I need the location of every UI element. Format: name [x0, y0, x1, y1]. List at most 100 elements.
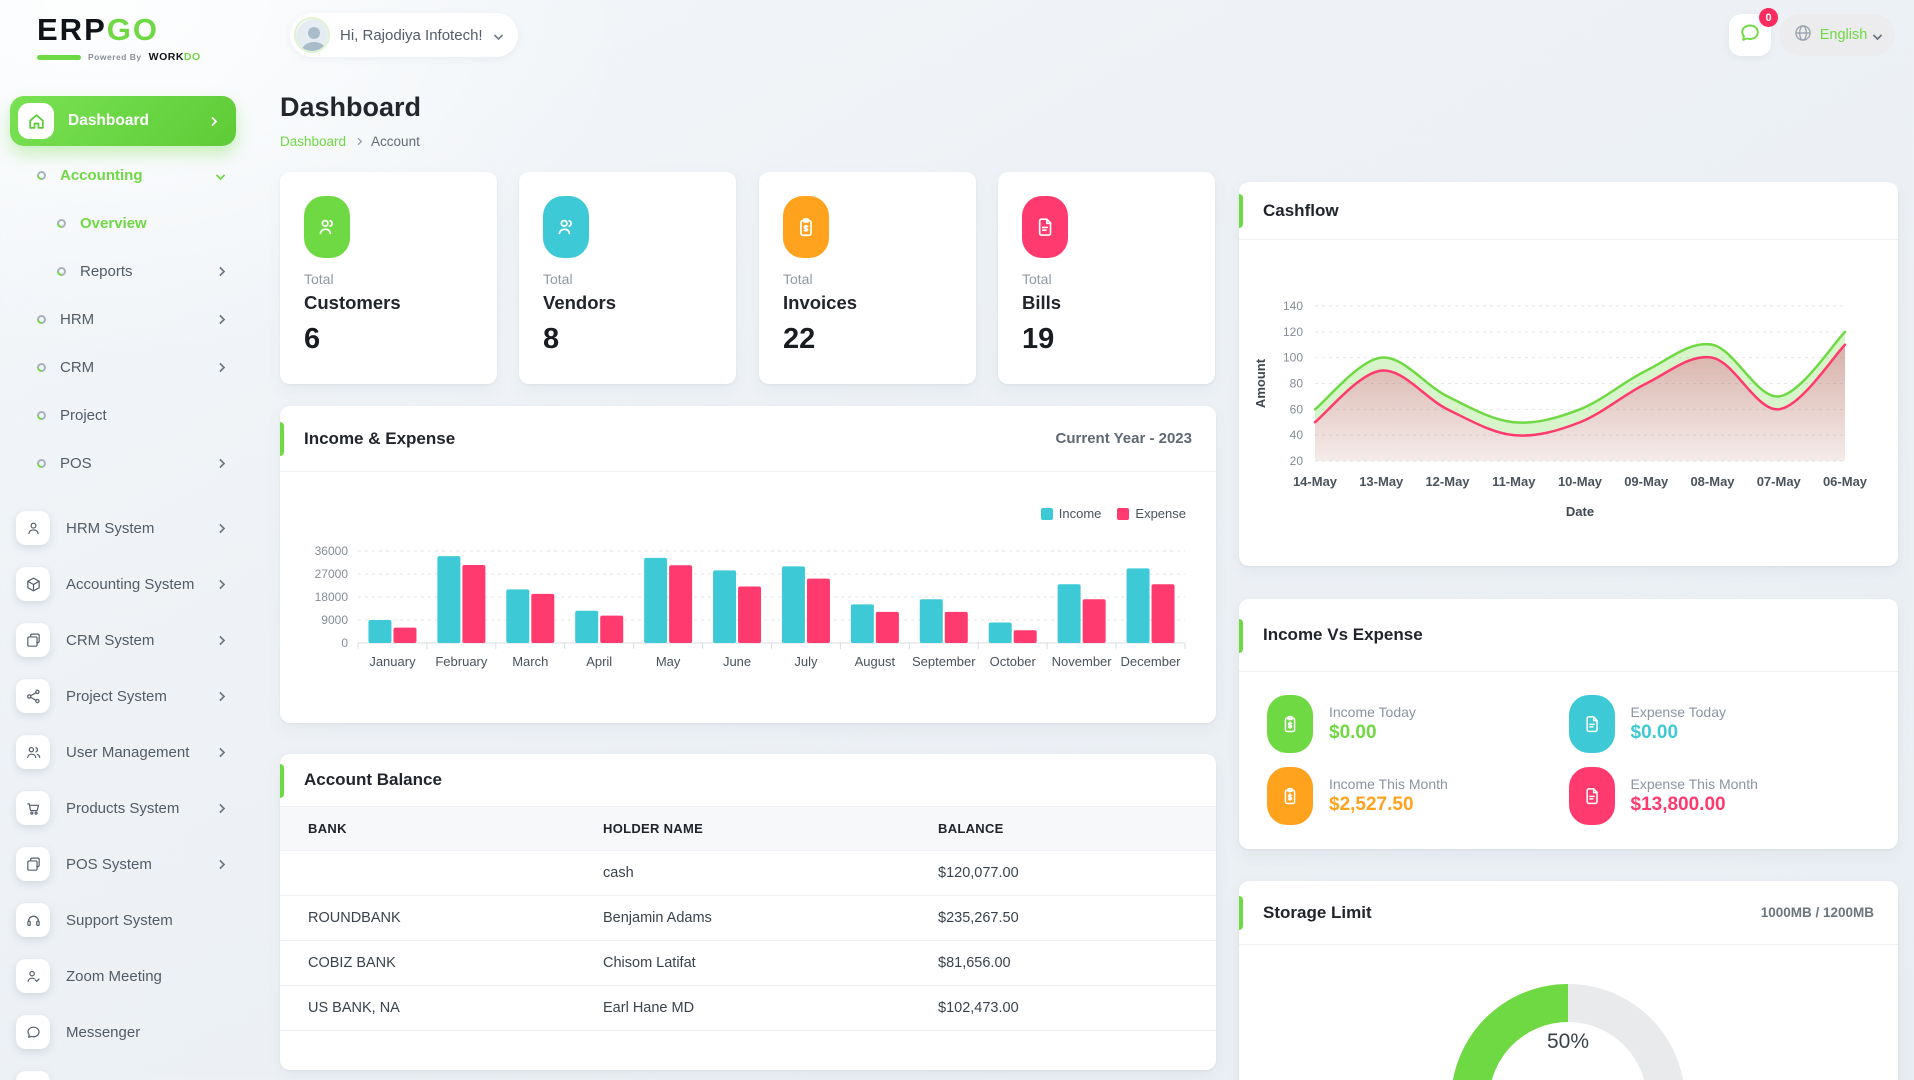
breadcrumb: Dashboard Account [280, 134, 420, 149]
chevron-right-icon [215, 579, 226, 589]
chevron-right-icon [215, 691, 226, 701]
avatar [294, 17, 330, 53]
income-expense-bar-chart[interactable]: 36000 27000 18000 9000 0 January February March… [280, 472, 1216, 720]
col-holder-name: HOLDER NAME [603, 821, 704, 836]
svg-text:Date: Date [1566, 504, 1594, 519]
stat-card-bills: Total Bills 19 [998, 172, 1215, 384]
sidebar-item-support-system[interactable]: Support System [0, 892, 256, 948]
svg-text:09-May: 09-May [1624, 474, 1669, 489]
chevron-down-icon [1872, 30, 1883, 40]
sidebar-item-project[interactable]: Project [0, 391, 256, 439]
sidebar-item-notification-template[interactable]: Notification Template [0, 1060, 256, 1080]
user-menu[interactable]: Hi, Rajodiya Infotech! [290, 13, 518, 57]
svg-text:20: 20 [1290, 454, 1304, 468]
svg-text:120: 120 [1283, 325, 1303, 339]
storage-percent-label: 50% [1546, 1030, 1590, 1053]
notifications-button[interactable]: 0 [1729, 8, 1778, 56]
sidebar-menu: Accounting Overview Reports HRM CRM Proj… [0, 151, 256, 487]
cube-icon [16, 567, 50, 601]
table-row[interactable]: cash $120,077.00 [280, 851, 1216, 896]
table-row[interactable]: ROUNDBANK Benjamin Adams $235,267.50 [280, 896, 1216, 941]
logo-erp: ERP [37, 12, 107, 47]
sidebar-item-messenger[interactable]: Messenger [0, 1004, 256, 1060]
page-title: Dashboard [280, 92, 422, 122]
chevron-right-icon [215, 458, 226, 468]
sidebar-item-overview[interactable]: Overview [0, 199, 256, 247]
bill-icon [1022, 196, 1068, 258]
sidebar-item-accounting-system[interactable]: Accounting System [0, 556, 256, 612]
chevron-right-icon [207, 116, 218, 126]
sidebar-item-label: Dashboard [68, 112, 149, 129]
sidebar: ERPGO Powered By WORKDO Dashboard Accoun… [0, 0, 256, 1080]
globe-icon [1793, 23, 1813, 48]
table-row[interactable]: US BANK, NA Earl Hane MD $102,473.00 [280, 986, 1216, 1031]
sidebar-item-dashboard[interactable]: Dashboard [10, 96, 236, 146]
svg-text:March: March [512, 654, 548, 669]
user-greeting: Hi, Rajodiya Infotech! [340, 26, 483, 44]
sidebar-item-pos[interactable]: POS [0, 439, 256, 487]
stat-card-invoices: Total Invoices 22 [759, 172, 976, 384]
svg-text:April: April [586, 654, 612, 669]
sidebar-item-project-system[interactable]: Project System [0, 668, 256, 724]
cart-icon [16, 791, 50, 825]
card-title: Account Balance [304, 770, 442, 789]
workdo-brand: WORKDO [148, 51, 201, 63]
sidebar-item-reports[interactable]: Reports [0, 247, 256, 295]
svg-text:Amount: Amount [1253, 358, 1268, 408]
users-icon [304, 196, 350, 258]
income-expense-card: Income & Expense Current Year - 2023 Inc… [280, 406, 1216, 723]
income-vs-expense-card: Income Vs Expense Income Today $0.00 Exp… [1239, 599, 1898, 849]
bullet-icon [35, 312, 48, 326]
sidebar-item-products-system[interactable]: Products System [0, 780, 256, 836]
card-title: Income & Expense [304, 428, 456, 448]
svg-text:13-May: 13-May [1359, 474, 1404, 489]
stat-value: 8 [543, 323, 560, 355]
sidebar-item-pos-system[interactable]: POS System [0, 836, 256, 892]
bullet-icon [35, 360, 48, 374]
sidebar-modules: HRM System Accounting System CRM System … [0, 500, 256, 1080]
svg-text:36000: 36000 [315, 544, 349, 558]
sidebar-item-accounting[interactable]: Accounting [0, 151, 256, 199]
breadcrumb-dashboard-link[interactable]: Dashboard [280, 134, 347, 149]
sidebar-item-hrm[interactable]: HRM [0, 295, 256, 343]
logo-underline [37, 54, 81, 60]
sidebar-item-hrm-system[interactable]: HRM System [0, 500, 256, 556]
language-selector[interactable]: English [1779, 14, 1895, 56]
card-title: Income Vs Expense [1263, 625, 1423, 644]
window-icon [16, 847, 50, 881]
sidebar-item-crm[interactable]: CRM [0, 343, 256, 391]
svg-text:October: October [990, 654, 1037, 669]
stat-name: Invoices [783, 292, 858, 313]
bullet-icon [35, 456, 48, 470]
home-icon [18, 103, 54, 139]
account-balance-card: Account Balance BANK HOLDER NAME BALANCE… [280, 754, 1216, 1070]
stat-card-vendors: Total Vendors 8 [519, 172, 736, 384]
expense-this-month-item: Expense This Month $13,800.00 [1568, 767, 1871, 825]
user-check-icon [16, 959, 50, 993]
invoice-icon [783, 196, 829, 258]
breadcrumb-current: Account [371, 134, 420, 149]
svg-text:February: February [435, 654, 488, 669]
file-icon [1568, 767, 1615, 825]
svg-text:07-May: 07-May [1757, 474, 1802, 489]
svg-text:60: 60 [1290, 402, 1304, 416]
stat-value: 6 [304, 323, 321, 355]
chevron-down-icon [493, 30, 504, 40]
stat-prefix: Total [543, 271, 573, 287]
logo-go: GO [106, 12, 159, 47]
cashflow-area-chart[interactable]: 140 120 100 80 60 40 20 14-May 13-May 12-May 11-Ma… [1239, 240, 1898, 566]
storage-limit-card: Storage Limit 1000MB / 1200MB 50% [1239, 881, 1898, 1080]
sidebar-item-user-management[interactable]: User Management [0, 724, 256, 780]
app-logo: ERPGO Powered By WORKDO [37, 12, 201, 63]
svg-text:September: September [912, 654, 976, 669]
sidebar-item-zoom-meeting[interactable]: Zoom Meeting [0, 948, 256, 1004]
chevron-right-icon [354, 137, 363, 146]
bullet-icon [35, 168, 48, 182]
table-row[interactable]: COBIZ BANK Chisom Latifat $81,656.00 [280, 941, 1216, 986]
users-icon [16, 735, 50, 769]
svg-text:December: December [1121, 654, 1182, 669]
chevron-down-icon [215, 170, 226, 180]
sidebar-item-crm-system[interactable]: CRM System [0, 612, 256, 668]
svg-text:140: 140 [1283, 299, 1303, 313]
svg-text:14-May: 14-May [1293, 474, 1338, 489]
